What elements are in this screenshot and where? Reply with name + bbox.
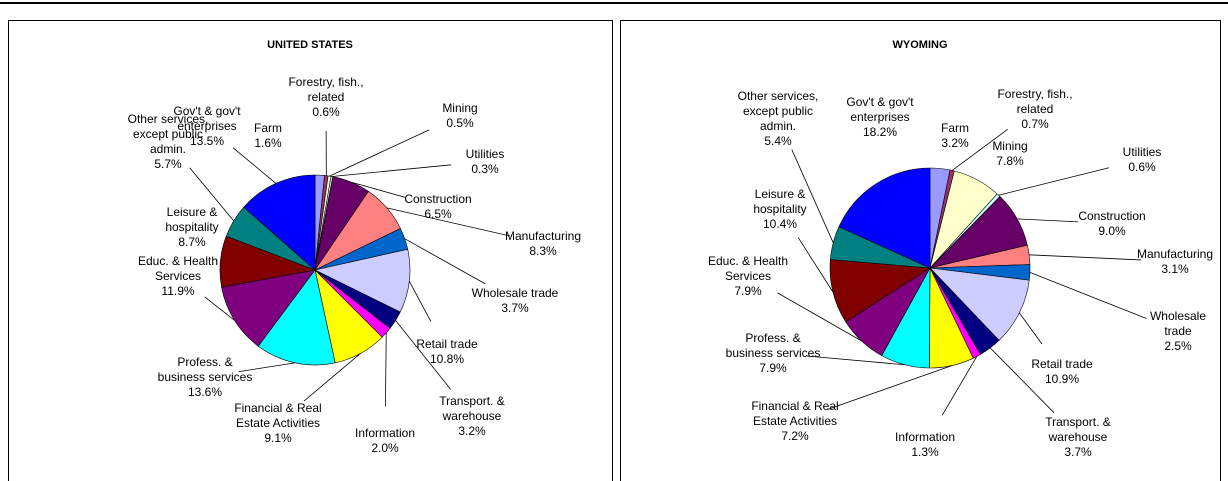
slice-label: Information	[355, 426, 415, 440]
value-label: 10.9%	[1045, 372, 1079, 386]
slice-label: Manufacturing	[505, 229, 581, 243]
slice-label: Other services, except public admin.	[128, 112, 209, 156]
slice-label: Construction	[1078, 209, 1145, 223]
value-label: 7.9%	[759, 361, 787, 375]
value-label: 0.7%	[1021, 117, 1049, 131]
slice-label: Forestry, fish., related	[288, 75, 363, 104]
leader-line	[189, 167, 234, 222]
slice-label: Manufacturing	[1137, 247, 1213, 261]
pie-slice	[838, 167, 931, 269]
chart-title: UNITED STATES	[267, 39, 353, 51]
slice-label: Mining	[992, 139, 1027, 153]
slice-label: Farm	[941, 121, 969, 135]
value-label: 5.7%	[154, 157, 182, 171]
slice-label: Leisure & hospitality	[165, 205, 218, 234]
leader-line	[998, 167, 1110, 196]
value-label: 7.8%	[996, 154, 1024, 168]
slice-label: Gov't & gov't enterprises	[173, 104, 241, 133]
value-label: 7.2%	[781, 429, 809, 443]
value-label: 6.5%	[424, 207, 452, 221]
value-label: 3.2%	[941, 136, 969, 150]
leader-line	[791, 149, 834, 243]
slice-label: Mining	[442, 101, 477, 115]
leader-line	[1019, 312, 1043, 345]
value-label: 5.4%	[764, 134, 792, 148]
leader-line	[1029, 254, 1142, 261]
value-label: 3.1%	[1161, 262, 1189, 276]
value-label: 10.8%	[430, 352, 464, 366]
leader-line	[941, 356, 978, 416]
slice-label: Profess. & business services	[726, 331, 821, 360]
slice-label: Profess. & business services	[158, 355, 253, 384]
value-label: 18.2%	[863, 125, 897, 139]
leader-line	[1029, 272, 1147, 319]
value-label: 0.6%	[1128, 160, 1156, 174]
pie-slice	[221, 269, 316, 347]
value-label: 3.2%	[458, 424, 486, 438]
leader-line	[386, 207, 510, 237]
leader-line	[1017, 218, 1079, 223]
panel	[8, 20, 613, 481]
slice-label: Financial & Real Estate Activities	[751, 399, 838, 428]
leader-line	[232, 147, 277, 184]
panel	[620, 20, 1221, 481]
leader-line	[303, 353, 361, 402]
slice-label: Farm	[254, 121, 282, 135]
value-label: 11.9%	[161, 284, 194, 298]
leader-line	[331, 164, 452, 177]
value-label: 7.9%	[734, 284, 762, 298]
slice-label: Wholesale trade	[472, 286, 559, 300]
leader-line	[351, 181, 406, 198]
value-label: 0.3%	[471, 162, 499, 176]
value-label: 0.6%	[312, 105, 340, 119]
leader-line	[777, 292, 862, 342]
slice-label: Financial & Real Estate Activities	[234, 401, 321, 430]
leader-line	[404, 238, 486, 285]
leader-line	[395, 320, 452, 390]
slice-label: Retail trade	[416, 337, 478, 351]
value-label: 13.6%	[188, 385, 222, 399]
slice-label: Information	[895, 430, 955, 444]
leader-line	[384, 332, 387, 407]
slice-label: Leisure & hospitality	[753, 187, 806, 216]
value-label: 3.7%	[501, 301, 529, 315]
slice-label: Retail trade	[1031, 357, 1093, 371]
value-label: 0.5%	[446, 116, 474, 130]
pie-slice	[929, 267, 1030, 341]
chart-title: WYOMING	[893, 39, 948, 51]
leader-line	[238, 362, 295, 373]
leader-line	[797, 237, 834, 293]
value-label: 2.0%	[371, 441, 399, 455]
leader-line	[408, 281, 432, 322]
slice-label: Educ. & Health Services	[708, 254, 788, 283]
value-label: 1.6%	[254, 136, 282, 150]
value-label: 9.1%	[264, 431, 292, 445]
slice-label: Construction	[404, 192, 471, 206]
value-label: 3.7%	[1064, 445, 1092, 459]
value-label: 2.5%	[1164, 339, 1192, 353]
value-label: 9.0%	[1098, 224, 1126, 238]
value-label: 8.3%	[529, 244, 557, 258]
slice-label: Gov't & gov't enterprises	[846, 95, 914, 124]
value-label: 1.3%	[911, 445, 939, 459]
leader-line	[806, 355, 905, 366]
leader-line	[329, 129, 430, 177]
leader-line	[204, 296, 235, 321]
slice-label: Utilities	[1123, 145, 1162, 159]
slice-label: Educ. & Health Services	[138, 254, 218, 283]
value-label: 13.5%	[190, 134, 224, 148]
slice-label: Other services, except public admin.	[738, 89, 819, 133]
slice-label: Transport. & warehouse	[439, 394, 505, 423]
value-label: 8.7%	[178, 235, 206, 249]
leader-line	[989, 347, 1055, 414]
slice-label: Utilities	[466, 147, 505, 161]
slice-label: Transport. & warehouse	[1045, 415, 1111, 444]
leader-line	[951, 128, 1008, 171]
slice-label: Forestry, fish., related	[997, 87, 1072, 116]
leader-line	[826, 365, 952, 411]
value-label: 10.4%	[763, 217, 797, 231]
pie-slice	[257, 269, 336, 366]
slice-label: Wholesale trade	[1150, 309, 1206, 338]
